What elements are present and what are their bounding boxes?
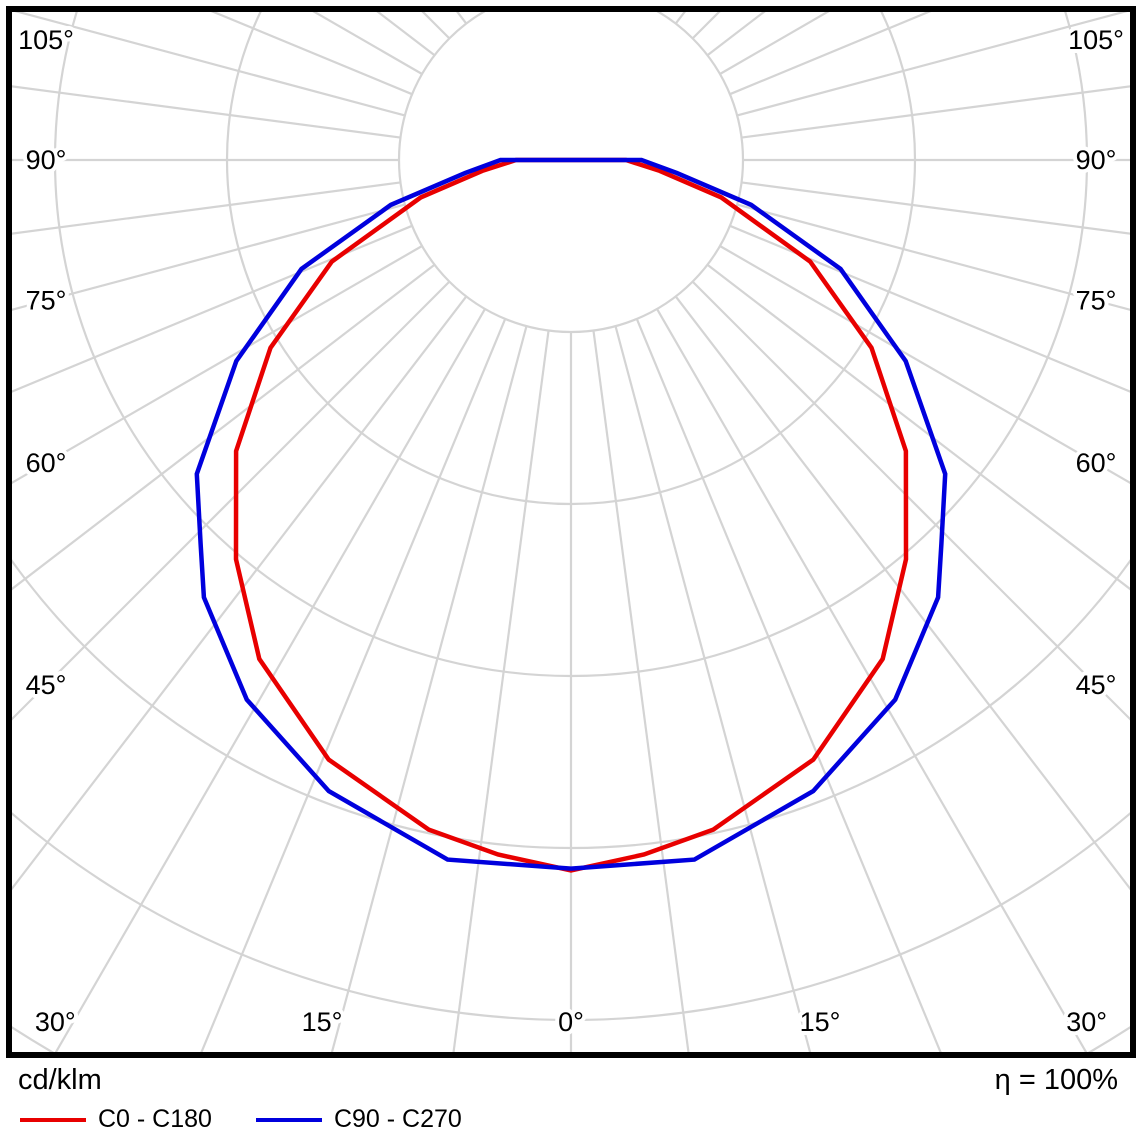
grid-radial-75: [736, 203, 1130, 311]
angle-label-right-30: 30°: [1066, 1007, 1107, 1037]
angle-label-left-15: 15°: [302, 1007, 343, 1037]
footer-row: cd/klm η = 100%: [0, 1058, 1142, 1097]
polar-grid: [12, 12, 1130, 1052]
legend: C0 - C180 C90 - C270: [0, 1097, 1142, 1132]
grid-radial-300: [12, 245, 423, 485]
plot-border: [6, 6, 1136, 1058]
curves: [194, 157, 948, 873]
grid-radial-292.5: [12, 224, 413, 393]
grid-radial-277.5: [12, 181, 401, 235]
grid-radial-330: [54, 308, 486, 1052]
angle-label-right-105: 105°: [1068, 25, 1124, 55]
grid-radial-82.5: [741, 181, 1130, 235]
legend-swatch-c90-c270: [255, 1117, 322, 1122]
angle-label-0: 0°: [558, 1007, 584, 1037]
grid-radial-97.5: [741, 85, 1130, 139]
grid-radial-255: [14, 12, 406, 117]
grid-radial-262.5: [12, 85, 401, 139]
angle-label-left-45: 45°: [26, 670, 67, 700]
angle-labels: 0° 15° 15° 30° 30° 45° 45° 60° 60° 75° 75° 90° 90° 10…: [14, 21, 1128, 1041]
grid-radial-52.5: [706, 263, 1130, 591]
grid-radial-337.5: [200, 318, 507, 1052]
grid-radial-105: [736, 12, 1128, 117]
grid-radial-7.5: [592, 330, 690, 1052]
grid-radial-30: [656, 308, 1088, 1052]
footer: cd/klm η = 100% C0 - C180 C90 - C270: [0, 1058, 1142, 1132]
grid-radial-15: [614, 325, 812, 1052]
grid-radial-307.5: [12, 263, 436, 591]
grid-radial-322.5: [12, 295, 468, 891]
grid-radial-352.5: [452, 330, 550, 1052]
angle-label-right-60: 60°: [1076, 448, 1117, 478]
angle-label-left-75: 75°: [26, 286, 67, 316]
legend-item-c90-c270: C90 - C270: [255, 1105, 462, 1132]
grid-radial-67.5: [729, 224, 1130, 393]
unit-label: cd/klm: [18, 1064, 102, 1096]
legend-item-c0-c180: C0 - C180: [20, 1105, 212, 1132]
angle-label-left-30: 30°: [35, 1007, 76, 1037]
grid-radial-285: [12, 203, 406, 311]
angle-label-right-75: 75°: [1076, 286, 1117, 316]
legend-label-c90-c270: C90 - C270: [333, 1105, 462, 1132]
curve-c90-c270: [194, 157, 948, 871]
grid-radial-60: [719, 245, 1130, 485]
grid-radial-22.5: [635, 318, 942, 1052]
legend-label-c0-c180: C0 - C180: [98, 1105, 212, 1132]
grid-radial-45: [691, 280, 1130, 721]
polar-chart: 0° 15° 15° 30° 30° 45° 45° 60° 60° 75° 75° 90° 90° 10…: [6, 6, 1136, 1058]
grid-radial-37.5: [674, 295, 1130, 891]
legend-swatch-c0-c180: [20, 1117, 86, 1122]
angle-label-left-90: 90°: [26, 145, 67, 175]
curve-c0-c180: [233, 157, 909, 873]
angle-label-left-105: 105°: [18, 25, 74, 55]
angle-label-left-60: 60°: [26, 448, 67, 478]
grid-radial-345: [330, 325, 528, 1052]
angle-label-right-15: 15°: [800, 1007, 841, 1037]
angle-label-right-90: 90°: [1076, 145, 1117, 175]
grid-radial-315: [12, 280, 451, 721]
angle-label-right-45: 45°: [1076, 670, 1117, 700]
efficiency-label: η = 100%: [994, 1064, 1118, 1096]
